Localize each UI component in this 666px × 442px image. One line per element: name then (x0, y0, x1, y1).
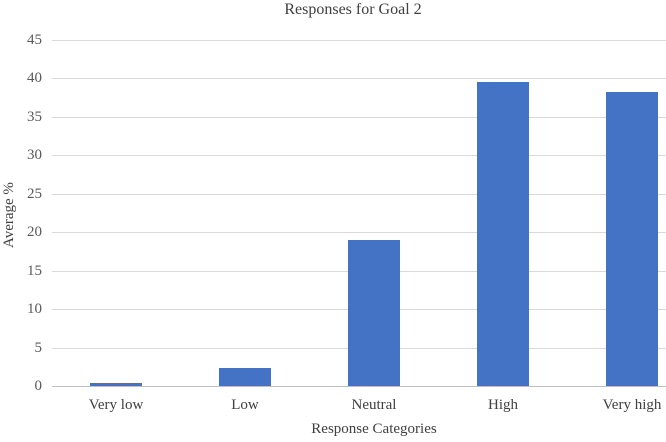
plot-area (52, 40, 666, 387)
x-category-label: Neutral (351, 397, 397, 413)
bar-low (219, 368, 271, 386)
gridline (52, 40, 666, 41)
gridline (52, 193, 666, 195)
y-tick-label: 5 (34, 339, 43, 356)
y-tick-label: 40 (27, 70, 42, 87)
x-axis-line (52, 386, 666, 387)
x-axis-title: Response Categories (311, 421, 437, 437)
bar-high (477, 82, 529, 386)
y-tick-label: 0 (34, 378, 43, 394)
x-category-label: Very high (602, 397, 662, 413)
y-tick-label: 20 (27, 224, 42, 241)
x-category-label: Very low (88, 397, 144, 413)
bar-very-low (90, 382, 142, 386)
gridline (52, 155, 666, 157)
y-tick-label: 30 (27, 147, 42, 164)
bar-neutral (348, 239, 400, 386)
y-tick-label: 45 (27, 32, 42, 48)
y-tick-label: 25 (27, 185, 42, 202)
bar-very-high (606, 92, 658, 386)
y-tick-label: 10 (27, 301, 42, 318)
gridline (52, 116, 666, 118)
y-tick-label: 15 (27, 262, 42, 279)
chart-title: Responses for Goal 2 (284, 1, 422, 18)
gridline (52, 232, 666, 234)
x-category-label: Low (231, 397, 259, 413)
gridline (52, 78, 666, 80)
y-tick-label: 35 (27, 108, 42, 125)
x-category-label: High (488, 397, 518, 413)
